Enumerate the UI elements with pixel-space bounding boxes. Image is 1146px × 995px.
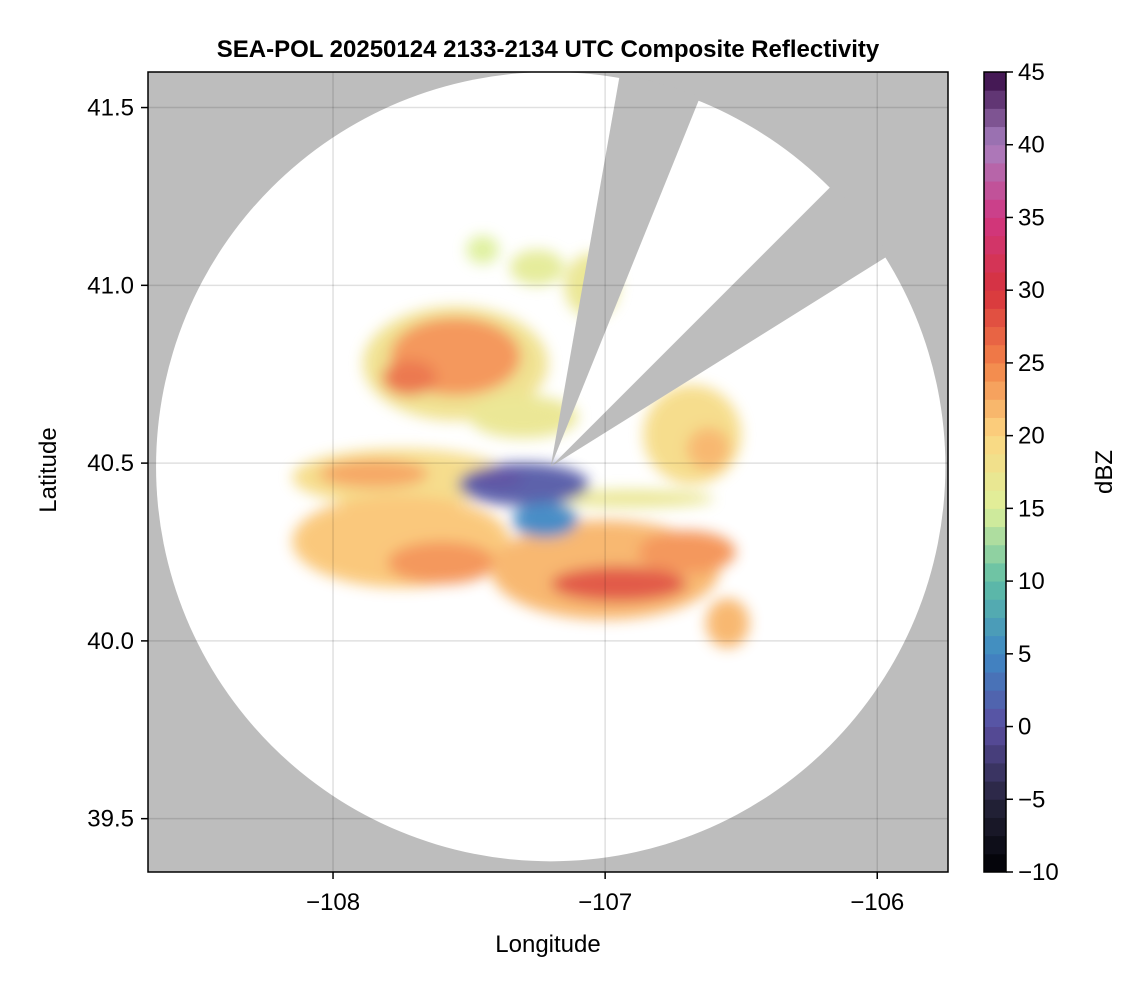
colorbar-bin-31	[984, 290, 1006, 309]
echo-blob-2	[382, 360, 437, 396]
blocked-sectors	[550, 74, 889, 467]
colorbar-bin-41	[984, 108, 1006, 128]
echo-blob-7	[387, 541, 497, 585]
colorbar-bin-36	[984, 199, 1006, 218]
colorbar-bin-14	[984, 599, 1006, 618]
colorbar-bin-19	[984, 508, 1006, 528]
colorbar-bin-20	[984, 490, 1006, 509]
axes: −108 −107 −106 39.5 40.0 40.5 41.0 41.5	[87, 71, 949, 916]
colorbar-bin-26	[984, 381, 1006, 400]
colorbar-bin-22	[984, 453, 1006, 473]
echo-blob-12	[643, 384, 742, 485]
colorbar-bin-27	[984, 362, 1006, 382]
colorbar-bin-9	[984, 690, 1006, 709]
echo-blob-3	[469, 395, 578, 439]
colorbar-tick-label-6: 20	[1018, 423, 1045, 450]
colorbar-tick-label-9: 35	[1018, 204, 1045, 231]
y-axis-label: Latitude	[35, 427, 62, 512]
colorbar-bin-25	[984, 399, 1006, 418]
colorbar-bin-12	[984, 635, 1006, 655]
chart-title: SEA-POL 20250124 2133-2134 UTC Composite…	[217, 36, 880, 63]
colorbar-bin-39	[984, 144, 1006, 164]
colorbar-tick-label-8: 30	[1018, 277, 1045, 304]
echo-blob-5	[319, 459, 429, 488]
colorbar-tick-label-5: 15	[1018, 495, 1045, 522]
y-tick-label-1: 40.0	[87, 628, 134, 655]
x-tick-label-1: −107	[578, 889, 632, 916]
echo-blob-11	[705, 598, 750, 648]
colorbar-tick-label-3: 5	[1018, 641, 1031, 668]
colorbar-bin-5	[984, 762, 1006, 782]
plot-area	[148, 72, 948, 872]
echo-blob-14	[550, 489, 714, 508]
colorbar-bin-23	[984, 435, 1006, 455]
colorbar-bin-38	[984, 162, 1006, 182]
colorbar-bin-21	[984, 472, 1006, 491]
colorbar-bin-34	[984, 235, 1006, 255]
echo-layer	[292, 235, 750, 648]
colorbar-tick-label-1: −5	[1018, 786, 1045, 813]
y-tick-label-2: 40.5	[87, 450, 134, 477]
colorbar-bin-28	[984, 344, 1006, 364]
echo-blob-20	[466, 235, 500, 264]
y-tick-label-3: 41.0	[87, 272, 134, 299]
colorbar-tick-label-11: 45	[1018, 59, 1045, 86]
colorbar-bin-40	[984, 126, 1006, 146]
colorbar-bin-8	[984, 708, 1006, 728]
colorbar-bin-13	[984, 617, 1006, 637]
colorbar-label: dBZ	[1091, 450, 1118, 494]
colorbar-bin-43	[984, 72, 1006, 91]
plot-frame	[147, 71, 949, 873]
colorbar-bin-16	[984, 562, 1006, 582]
blocked-sector-1	[550, 184, 889, 467]
plot-content	[148, 72, 948, 872]
colorbar-bin-24	[984, 417, 1006, 437]
colorbar-bin-10	[984, 672, 1006, 691]
colorbar-bin-7	[984, 726, 1006, 746]
colorbar-tick-label-0: −10	[1018, 859, 1059, 886]
echo-blob-19	[509, 249, 565, 286]
echo-blob-10	[637, 530, 736, 574]
colorbar-bin-18	[984, 526, 1006, 546]
echo-blob-13	[686, 427, 731, 471]
colorbar-bin-42	[984, 90, 1006, 109]
colorbar-bin-1	[984, 835, 1006, 855]
y-tick-label-0: 39.5	[87, 806, 134, 833]
x-tick-label-2: −106	[850, 889, 904, 916]
colorbar-bin-2	[984, 817, 1006, 837]
x-tick-label-0: −108	[306, 889, 360, 916]
colorbar-tick-label-10: 40	[1018, 132, 1045, 159]
colorbar-frame	[983, 71, 1007, 873]
colorbar-bin-17	[984, 544, 1006, 564]
colorbar-bin-15	[984, 581, 1006, 600]
grid-lines	[148, 72, 948, 872]
colorbar-bin-32	[984, 272, 1006, 291]
y-tick-label-4: 41.5	[87, 95, 134, 122]
colorbar-tick-label-2: 0	[1018, 714, 1031, 741]
colorbar-tick-label-4: 10	[1018, 568, 1045, 595]
colorbar-bin-4	[984, 781, 1006, 800]
colorbar-bin-29	[984, 326, 1006, 346]
colorbar-bin-0	[984, 853, 1006, 873]
colorbar-bin-6	[984, 744, 1006, 764]
x-axis-label: Longitude	[495, 931, 600, 958]
colorbar-bin-11	[984, 653, 1006, 673]
colorbar-bin-37	[984, 181, 1006, 200]
echo-blob-16	[512, 502, 578, 538]
colorbar: −10 −5 0 5 10 15 20 25 30 35 40 45	[983, 59, 1059, 886]
colorbar-bin-30	[984, 308, 1006, 328]
echo-blob-17	[469, 466, 524, 489]
blocked-sector-0	[550, 74, 701, 467]
colorbar-tick-label-7: 25	[1018, 350, 1045, 377]
echo-blob-9	[550, 566, 687, 602]
colorbar-bin-33	[984, 253, 1006, 273]
colorbar-bin-3	[984, 799, 1006, 818]
colorbar-bin-35	[984, 217, 1006, 237]
